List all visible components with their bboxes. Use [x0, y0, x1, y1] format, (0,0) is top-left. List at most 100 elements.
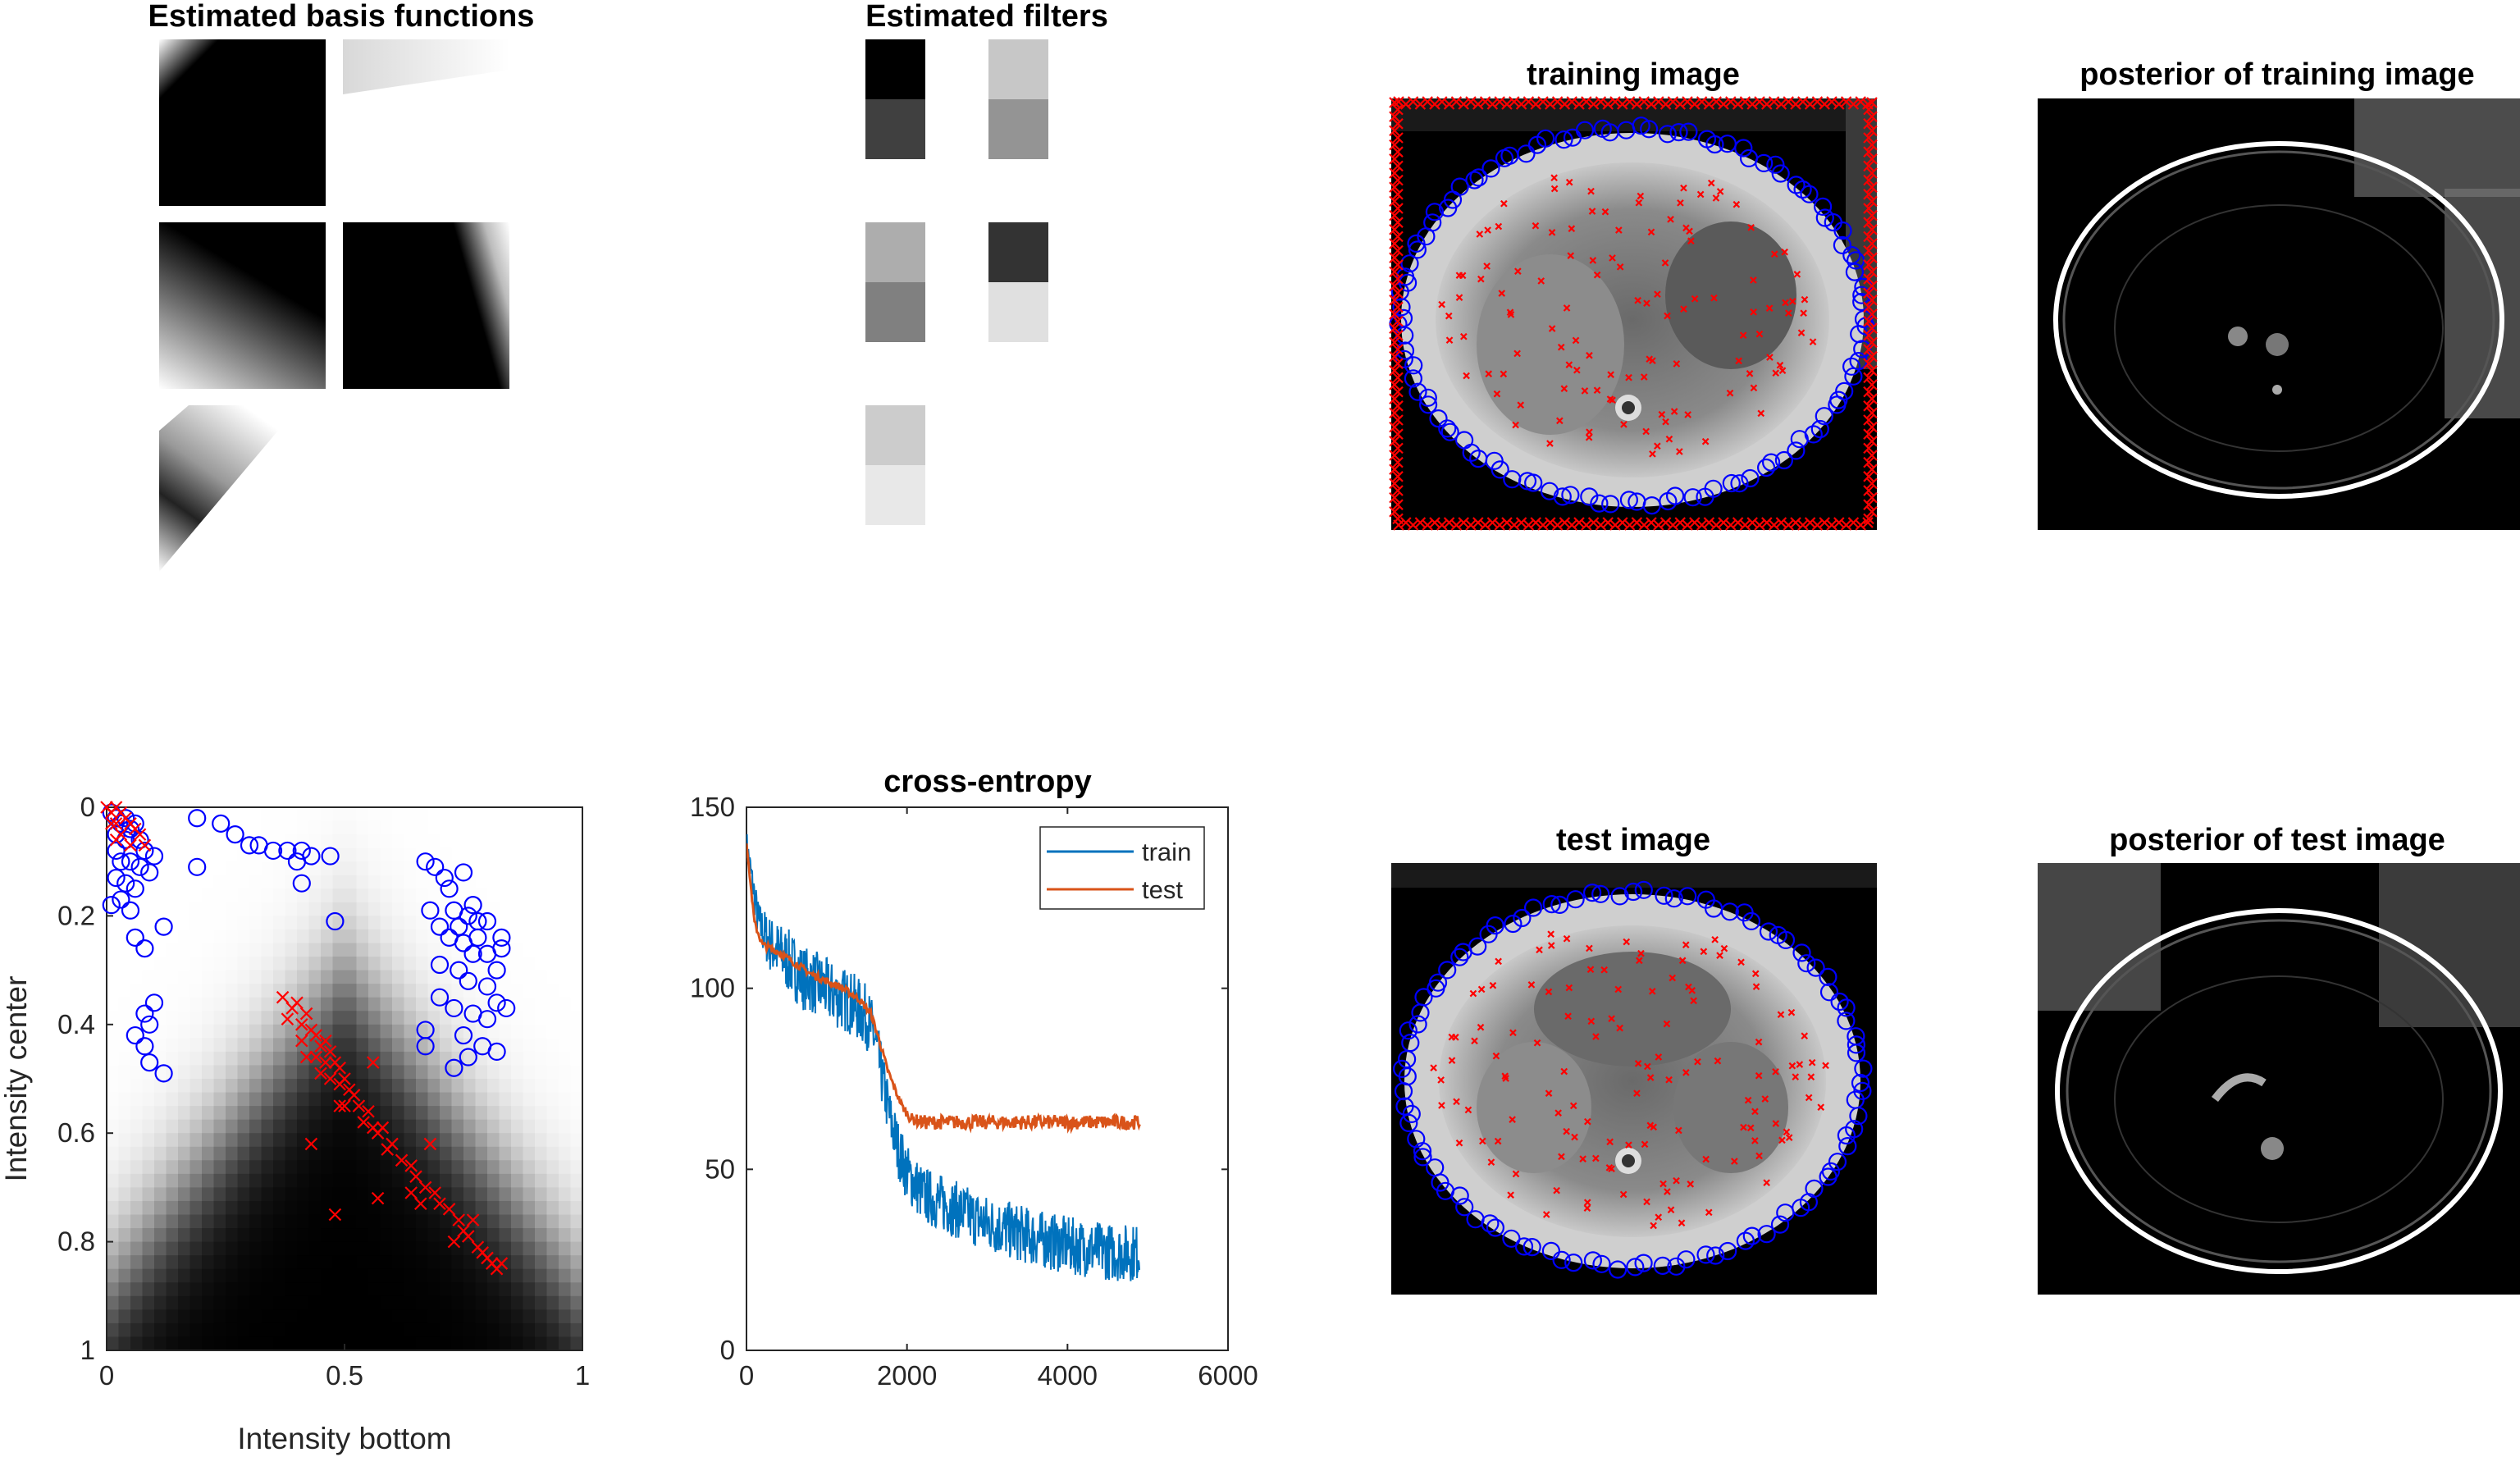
training-negative-markers	[1389, 96, 1878, 531]
heatmap-cell	[308, 1336, 322, 1350]
training-border-negative-point	[1725, 96, 1737, 107]
heatmap-cell	[202, 1336, 215, 1350]
heatmap-cell	[570, 943, 582, 957]
training-positive-point	[1561, 486, 1580, 505]
heatmap-cell	[427, 1011, 441, 1025]
heatmap-cell	[154, 943, 167, 957]
heatmap-cell	[523, 1282, 536, 1297]
heatmap-cell	[523, 916, 536, 930]
heatmap-cell	[202, 875, 215, 889]
training-border-negative-point	[1866, 464, 1878, 475]
training-negative-point	[1654, 290, 1661, 298]
heatmap-cell	[118, 943, 131, 957]
training-border-negative-point	[1866, 421, 1878, 433]
heatmap-cell	[285, 1133, 298, 1148]
test-negative-point	[1592, 1033, 1600, 1040]
training-negative-point	[1710, 294, 1718, 302]
heatmap-positive-point	[116, 874, 135, 893]
heatmap-cell	[213, 1011, 226, 1025]
heatmap-cell	[273, 1241, 286, 1256]
training-border-negative-point	[1393, 519, 1404, 531]
training-border-negative-point	[1775, 517, 1787, 528]
training-border-negative-point	[1689, 98, 1701, 110]
heatmap-cell	[380, 1146, 393, 1161]
heatmap-cell	[118, 1200, 131, 1216]
heatmap-cell	[404, 1228, 417, 1243]
test-negative-point	[1687, 1181, 1695, 1188]
heatmap-cell	[226, 1011, 239, 1025]
test-negative-point	[1565, 984, 1573, 992]
heatmap-cell	[416, 1228, 429, 1243]
heatmap-negative-point	[323, 1045, 337, 1058]
test-positive-point	[1667, 1257, 1686, 1276]
heatmap-cell	[154, 1255, 167, 1270]
training-border-negative-point	[1863, 301, 1874, 313]
test-negative-point	[1542, 1211, 1550, 1218]
heatmap-cell	[118, 1241, 131, 1256]
training-border-negative-point	[1465, 519, 1477, 531]
heatmap-cell	[189, 1092, 203, 1107]
heatmap-cell	[178, 1011, 191, 1025]
heatmap-cell	[130, 1173, 144, 1188]
heatmap-cell	[297, 929, 310, 944]
heatmap-cell	[166, 875, 179, 889]
heatmap-cell	[166, 1079, 179, 1094]
training-border-negative-point	[1389, 477, 1400, 490]
training-positive-point	[1762, 453, 1781, 472]
test-negative-point	[1492, 1052, 1500, 1060]
heatmap-positive-point	[421, 901, 440, 920]
heatmap-cell	[463, 1079, 477, 1094]
training-border-negative-point	[1472, 98, 1484, 110]
heatmap-positive-point	[188, 809, 207, 828]
heatmap-cell	[261, 957, 274, 971]
heatmap-cell	[154, 1106, 167, 1121]
heatmap-cell	[237, 1336, 250, 1350]
heatmap-cell	[332, 1268, 345, 1283]
heatmap-cell	[297, 1336, 310, 1350]
heatmap-cell	[107, 929, 120, 944]
heatmap-cell	[213, 861, 226, 876]
training-positive-point	[1815, 407, 1833, 426]
training-positive-point	[1425, 203, 1445, 222]
heatmap-cell	[189, 943, 203, 957]
heatmap-cell	[178, 1268, 191, 1283]
heatmap-cell	[308, 1282, 322, 1297]
training-positive-point	[1669, 123, 1688, 142]
test-negative-point	[1694, 1057, 1701, 1066]
training-negative-point	[1463, 372, 1470, 380]
heatmap-cell	[213, 1255, 226, 1270]
heatmap-cell	[107, 997, 120, 1012]
heatmap-cell	[499, 1092, 512, 1107]
heatmap-cell	[189, 1336, 203, 1350]
training-positive-point	[1440, 422, 1459, 441]
heatmap-cell	[416, 1282, 429, 1297]
test-negative-point	[1619, 1190, 1628, 1199]
heatmap-cell	[332, 888, 345, 903]
heatmap-cell	[273, 929, 286, 944]
training-border-negative-point	[1833, 98, 1845, 110]
heatmap-cell	[523, 902, 536, 916]
heatmap-cell	[427, 929, 441, 944]
heatmap-cell	[202, 1187, 215, 1202]
heatmap-cell	[273, 1133, 286, 1148]
heatmap-cell	[142, 1079, 155, 1094]
training-border-negative-point	[1422, 96, 1433, 107]
heatmap-cell	[404, 1133, 417, 1148]
training-border-negative-point	[1746, 517, 1758, 528]
heatmap-cell	[416, 1106, 429, 1121]
heatmap-cell	[345, 1011, 358, 1025]
heatmap-cell	[380, 847, 393, 862]
heatmap-cell	[202, 902, 215, 916]
training-border-negative-point	[1631, 517, 1643, 528]
training-negative-point	[1635, 199, 1643, 207]
heatmap-cell	[202, 1173, 215, 1188]
heatmap-cell	[511, 984, 524, 998]
heatmap-cell	[416, 1295, 429, 1310]
heatmap-cell	[499, 847, 512, 862]
training-negative-point	[1532, 222, 1540, 230]
heatmap-cell	[392, 1228, 405, 1243]
heatmap-cell	[202, 820, 215, 835]
training-border-negative-point	[1819, 98, 1830, 110]
heatmap-cell	[166, 1092, 179, 1107]
heatmap-cell	[321, 1214, 334, 1229]
